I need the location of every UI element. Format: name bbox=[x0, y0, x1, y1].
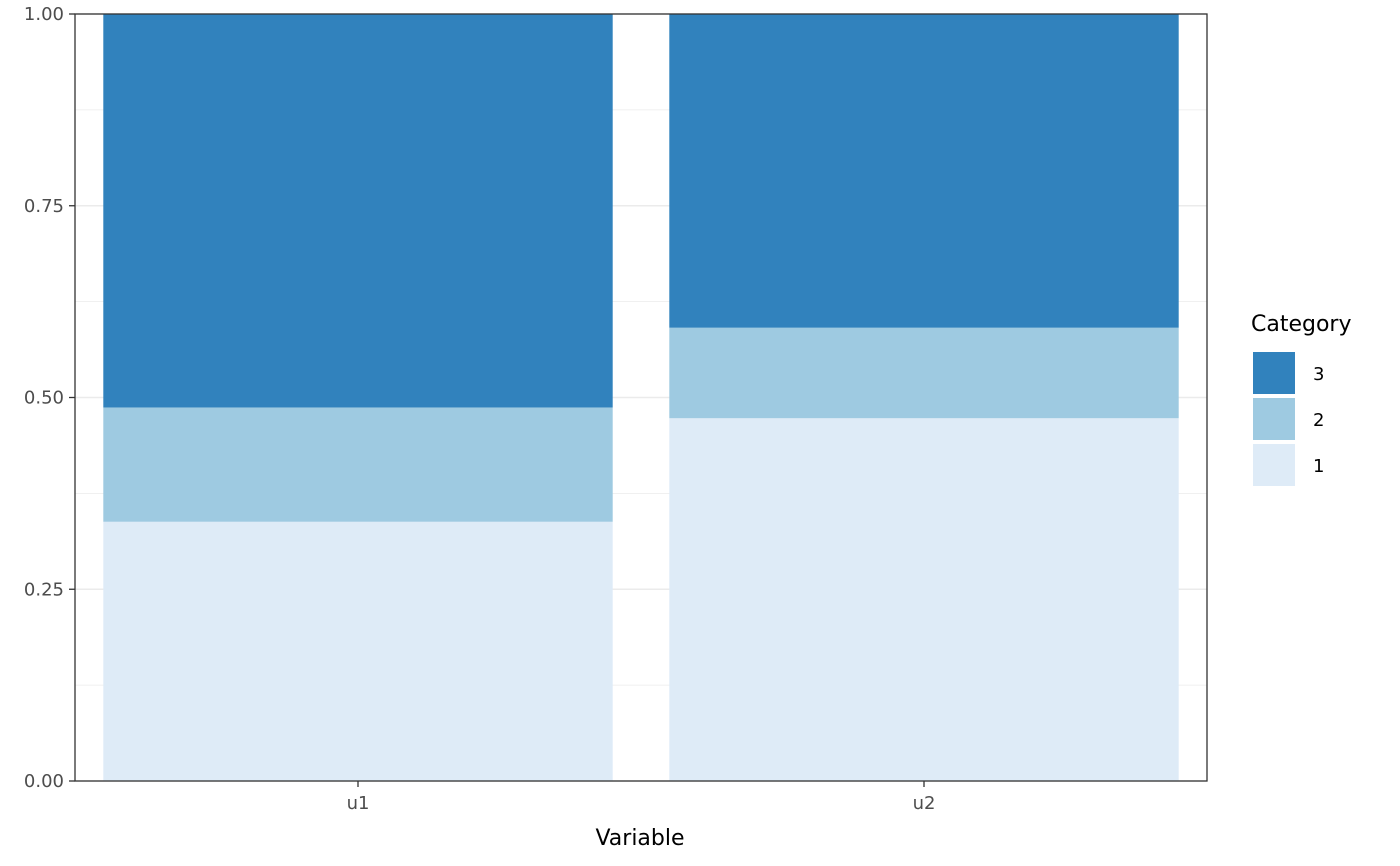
x-tick-label: u2 bbox=[913, 793, 936, 814]
legend-key-1 bbox=[1253, 444, 1295, 486]
legend: 3 2 1 bbox=[1253, 352, 1324, 486]
bar-segment-u2-cat-1 bbox=[669, 418, 1179, 781]
bar-segment-u1-cat-1 bbox=[103, 521, 613, 781]
bar-segment-u2-cat-3 bbox=[669, 14, 1179, 328]
bar-segment-u1-cat-2 bbox=[103, 407, 613, 522]
x-tick-label: u1 bbox=[347, 793, 370, 814]
legend-label-3: 3 bbox=[1313, 364, 1324, 385]
legend-title: Category bbox=[1251, 312, 1352, 337]
bar-segment-u1-cat-3 bbox=[103, 14, 613, 408]
y-tick-label: 1.00 bbox=[24, 4, 64, 25]
legend-key-3 bbox=[1253, 352, 1295, 394]
x-axis-title: Variable bbox=[595, 826, 684, 851]
legend-label-1: 1 bbox=[1313, 456, 1324, 477]
y-tick-label: 0.00 bbox=[24, 771, 64, 792]
bar-segment-u2-cat-2 bbox=[669, 327, 1179, 419]
bars bbox=[103, 14, 1179, 781]
axes: 0.00 0.25 0.50 0.75 1.00 u1 u2 bbox=[24, 4, 1208, 814]
y-tick-label: 0.25 bbox=[24, 579, 64, 600]
legend-key-2 bbox=[1253, 398, 1295, 440]
y-tick-label: 0.50 bbox=[24, 388, 64, 409]
y-tick-label: 0.75 bbox=[24, 196, 64, 217]
legend-label-2: 2 bbox=[1313, 410, 1324, 431]
